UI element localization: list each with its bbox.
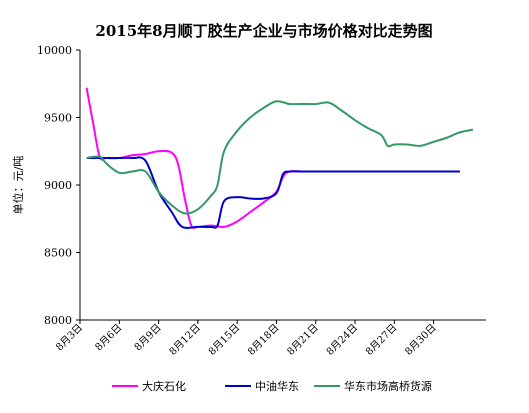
x-ticks: 8月3日 8月6日 8月9日 8月12日 8月15日 8月18日 8月21日 8月24日 8月2…: [53, 320, 439, 358]
series-lines: [85, 87, 474, 230]
y-ticks: 8000 8500 9000 9500 10000: [37, 44, 80, 327]
x-tick-label: 8月12日: [167, 322, 203, 358]
plot-area: [80, 50, 486, 320]
chart-title: 2015年8月顺丁胶生产企业与市场价格对比走势图: [95, 22, 432, 40]
series-line-2: [86, 100, 474, 215]
legend-label-1: 中油华东: [255, 379, 299, 393]
x-tick-label: 8月15日: [206, 322, 242, 358]
legend-label-2: 华东市场高桥货源: [344, 379, 432, 393]
x-tick-label: 8月6日: [93, 322, 125, 354]
legend: 大庆石化 中油华东 华东市场高桥货源: [112, 379, 432, 393]
y-tick-label: 9000: [44, 179, 72, 192]
x-tick-label: 8月18日: [245, 322, 281, 358]
x-tick-label: 8月27日: [363, 322, 399, 358]
x-tick-label: 8月21日: [285, 322, 321, 358]
y-axis-label: 单位：元/吨: [11, 156, 25, 215]
x-tick-label: 8月9日: [132, 322, 164, 354]
y-tick-label: 8500: [44, 247, 72, 260]
legend-label-0: 大庆石化: [142, 379, 186, 393]
y-tick-label: 8000: [44, 314, 72, 327]
x-tick-label: 8月30日: [403, 322, 439, 358]
series-line-1: [86, 156, 460, 229]
y-tick-label: 9500: [44, 112, 72, 125]
y-tick-label: 10000: [37, 44, 72, 57]
x-tick-label: 8月24日: [324, 322, 360, 358]
